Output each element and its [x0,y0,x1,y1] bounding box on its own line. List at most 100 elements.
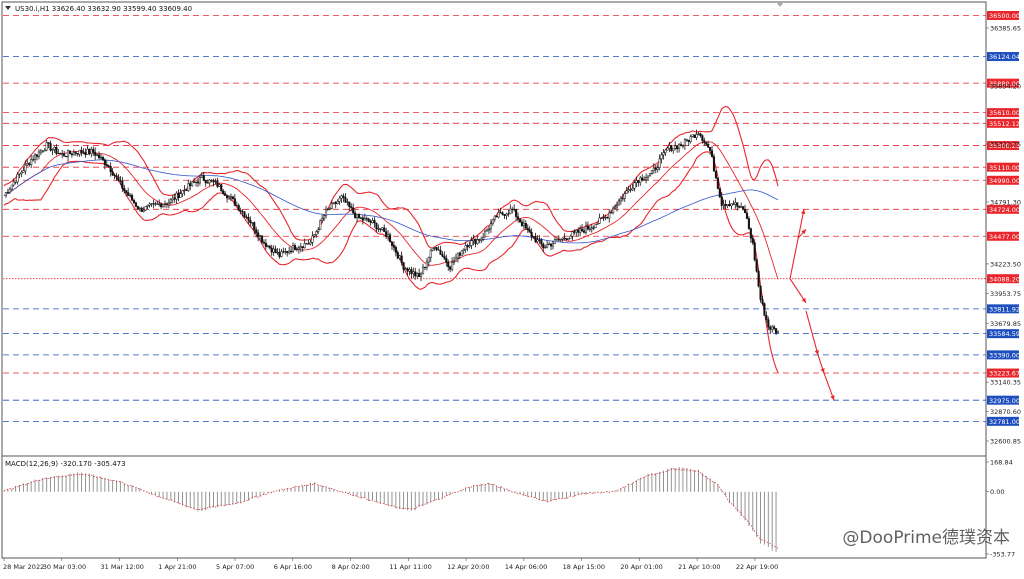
candle-body [771,326,774,330]
y-tick-label: 33953.75 [990,290,1021,298]
candle-body [522,223,525,226]
forecast-arrow-line[interactable] [789,278,807,304]
y-tick-label: 34791.30 [990,198,1021,206]
macd-y-tick-label: -353.77 [990,551,1015,559]
menu-triangle-icon[interactable] [5,6,11,10]
candle-body [99,157,103,159]
candle-body [451,261,454,270]
candle-body [732,203,735,205]
candle-body [544,246,547,249]
candle-body [429,250,432,258]
candle-body [716,177,719,189]
candle-body [755,259,758,272]
candle-body [74,152,77,154]
candle-body [63,153,66,157]
candle-body [326,208,330,210]
candle-body [51,149,54,151]
candle-body [156,203,159,205]
candle-body [761,299,764,304]
candle-body [652,167,655,171]
candle-body [745,212,749,219]
candle-body [290,250,293,253]
candle-body [262,241,265,244]
candle-body [639,177,642,183]
candle-body [730,203,733,207]
candle-body [598,217,601,224]
candle-body [332,202,335,204]
candle-body [330,203,333,209]
candle-body [720,196,723,206]
candle-body [693,134,696,138]
macd-pane[interactable] [1,455,987,559]
y-tick-label: 32870.60 [990,408,1021,416]
price-level-tag [987,141,1019,151]
candle-body [92,149,95,153]
candle-body [674,145,677,149]
candle-body [773,326,776,329]
candle-body [509,208,512,215]
candle-body [433,247,436,249]
candle-body [718,188,721,198]
candle-body [689,136,692,142]
candle-body [418,273,421,278]
candle-body [495,215,498,218]
candle-body [646,175,650,178]
candle-body [724,204,727,206]
candle-body [152,203,155,205]
candle-body [259,235,262,237]
price-level-tag [987,78,1019,88]
candle-body [28,163,31,166]
candle-body [109,166,112,173]
candle-body [222,190,225,195]
candle-body [346,201,349,203]
candle-body [563,237,566,239]
x-tick-label: 28 Mar 2022 [3,563,44,571]
candle-body [714,170,717,179]
forecast-arrow-line[interactable] [789,209,805,279]
candle-body [390,241,394,246]
y-tick-label: 32600.85 [990,438,1021,446]
candle-body [163,203,167,205]
candle-body [551,243,555,247]
candle-body [612,207,615,213]
candle-body [553,239,556,244]
price-pane[interactable] [1,1,987,457]
candle-body [214,181,217,183]
candle-body [668,145,671,149]
candle-body [542,243,545,249]
candle-body [602,217,605,219]
candle-body [175,192,178,200]
candle-body [414,271,417,277]
candle-body [35,154,39,157]
candle-body [420,273,423,278]
candle-body [443,255,446,259]
candle-body [251,222,254,224]
forecast-arrow-line[interactable] [823,372,835,401]
x-tick-label: 30 Mar 03:00 [43,563,86,571]
candle-body [191,181,194,187]
candle-body [10,184,13,190]
price-level-label: 34990.00 [989,177,1020,185]
candle-body [282,251,285,253]
candle-body [621,198,624,200]
candle-body [208,179,211,184]
candle-body [392,245,395,248]
x-tick-label: 12 Apr 20:00 [447,563,489,571]
forecast-arrow-line[interactable] [805,310,819,356]
candle-body [218,184,221,187]
candle-body [319,220,322,230]
y-tick-label: 35854.20 [990,82,1021,90]
x-tick-label: 8 Apr 02:00 [332,563,370,571]
candle-body [96,154,99,156]
candle-body [185,189,188,191]
candle-body [625,190,628,194]
scroll-marker-icon[interactable] [776,2,784,7]
candle-body [383,227,386,232]
candle-body [22,170,25,173]
candle-body [299,246,302,249]
candle-body [388,234,392,243]
candle-body [165,203,168,205]
macd-signal-line [3,467,779,549]
candle-body [676,145,679,150]
